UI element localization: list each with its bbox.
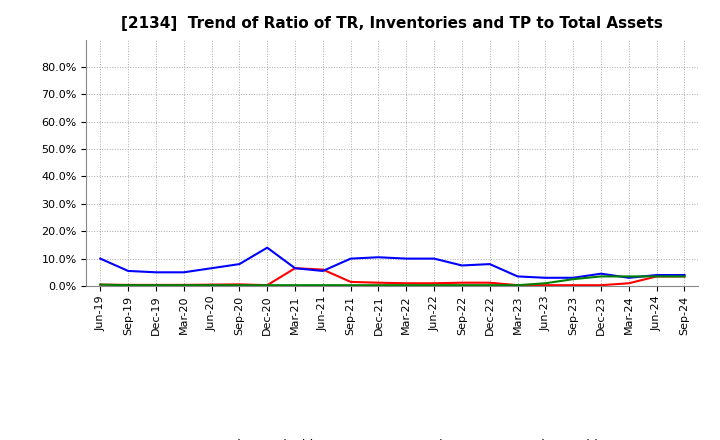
Inventories bbox=[569, 275, 577, 280]
Trade Receivables bbox=[485, 280, 494, 286]
Trade Receivables bbox=[124, 282, 132, 288]
Trade Payables bbox=[485, 282, 494, 288]
Trade Receivables bbox=[569, 282, 577, 288]
Inventories bbox=[513, 274, 522, 279]
Trade Receivables bbox=[541, 282, 550, 288]
Trade Receivables bbox=[652, 274, 661, 279]
Trade Payables bbox=[207, 282, 216, 288]
Inventories bbox=[291, 266, 300, 271]
Trade Payables bbox=[541, 281, 550, 286]
Trade Receivables bbox=[374, 280, 383, 286]
Inventories bbox=[597, 271, 606, 276]
Inventories bbox=[485, 261, 494, 267]
Line: Trade Receivables: Trade Receivables bbox=[100, 268, 685, 285]
Trade Payables bbox=[569, 276, 577, 282]
Trade Receivables bbox=[263, 282, 271, 288]
Inventories bbox=[263, 245, 271, 250]
Inventories bbox=[402, 256, 410, 261]
Line: Inventories: Inventories bbox=[100, 248, 685, 278]
Inventories bbox=[458, 263, 467, 268]
Inventories bbox=[541, 275, 550, 280]
Trade Receivables bbox=[346, 279, 355, 285]
Legend: Trade Receivables, Inventories, Trade Payables: Trade Receivables, Inventories, Trade Pa… bbox=[168, 434, 617, 440]
Trade Payables bbox=[652, 274, 661, 279]
Trade Receivables bbox=[680, 274, 689, 279]
Inventories bbox=[346, 256, 355, 261]
Trade Payables bbox=[152, 282, 161, 288]
Trade Payables bbox=[680, 274, 689, 279]
Trade Payables bbox=[346, 282, 355, 288]
Trade Payables bbox=[291, 282, 300, 288]
Trade Payables bbox=[179, 282, 188, 288]
Inventories bbox=[235, 261, 243, 267]
Trade Payables bbox=[458, 282, 467, 288]
Trade Payables bbox=[513, 282, 522, 288]
Trade Receivables bbox=[402, 281, 410, 286]
Title: [2134]  Trend of Ratio of TR, Inventories and TP to Total Assets: [2134] Trend of Ratio of TR, Inventories… bbox=[122, 16, 663, 32]
Trade Payables bbox=[597, 274, 606, 279]
Trade Receivables bbox=[291, 266, 300, 271]
Inventories bbox=[124, 268, 132, 274]
Trade Payables bbox=[374, 282, 383, 288]
Trade Receivables bbox=[235, 282, 243, 287]
Inventories bbox=[152, 270, 161, 275]
Line: Trade Payables: Trade Payables bbox=[100, 276, 685, 285]
Trade Receivables bbox=[597, 282, 606, 288]
Trade Receivables bbox=[179, 282, 188, 288]
Trade Payables bbox=[318, 282, 327, 288]
Inventories bbox=[318, 268, 327, 274]
Trade Receivables bbox=[96, 282, 104, 287]
Inventories bbox=[96, 256, 104, 261]
Trade Receivables bbox=[513, 282, 522, 288]
Trade Payables bbox=[624, 274, 633, 279]
Inventories bbox=[680, 272, 689, 278]
Trade Payables bbox=[402, 282, 410, 288]
Trade Payables bbox=[263, 282, 271, 288]
Trade Payables bbox=[430, 282, 438, 288]
Trade Payables bbox=[235, 282, 243, 288]
Trade Receivables bbox=[207, 282, 216, 287]
Inventories bbox=[624, 275, 633, 280]
Inventories bbox=[374, 255, 383, 260]
Inventories bbox=[652, 272, 661, 278]
Trade Receivables bbox=[624, 281, 633, 286]
Inventories bbox=[207, 266, 216, 271]
Inventories bbox=[430, 256, 438, 261]
Trade Payables bbox=[124, 282, 132, 288]
Trade Receivables bbox=[458, 280, 467, 286]
Trade Payables bbox=[96, 282, 104, 287]
Trade Receivables bbox=[318, 267, 327, 272]
Inventories bbox=[179, 270, 188, 275]
Trade Receivables bbox=[152, 282, 161, 288]
Trade Receivables bbox=[430, 281, 438, 286]
